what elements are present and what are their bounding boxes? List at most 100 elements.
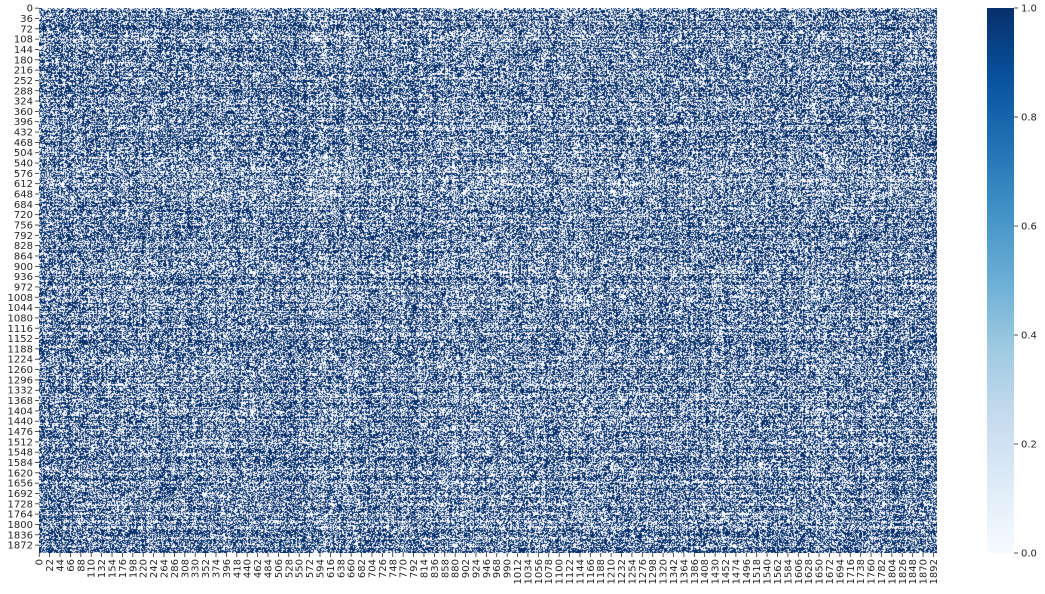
x-tick-label: 1694 <box>835 559 846 584</box>
x-tick-label: 352 <box>201 559 212 578</box>
y-tick-label: 1548 <box>8 448 33 459</box>
y-tick-label: 1044 <box>8 303 33 314</box>
x-tick-label: 154 <box>108 559 119 578</box>
x-tick-label: 1254 <box>627 559 638 584</box>
x-tick-label: 1672 <box>825 559 836 584</box>
x-tick-label: 814 <box>419 559 430 578</box>
x-tick-label: 44 <box>56 559 67 572</box>
y-tick-label: 1800 <box>8 520 33 531</box>
colorbar-tick-label: 0.2 <box>1021 440 1037 451</box>
y-tick-label: 1728 <box>8 499 33 510</box>
x-tick-label: 946 <box>482 559 493 578</box>
y-tick-label: 1512 <box>8 437 33 448</box>
heatmap-cells-image <box>39 8 937 553</box>
y-tick-label: 144 <box>14 45 33 56</box>
x-tick-label: 220 <box>139 559 150 578</box>
x-tick-label: 1452 <box>721 559 732 584</box>
x-tick-label: 858 <box>440 559 451 578</box>
x-tick-label: 660 <box>347 559 358 578</box>
x-tick-label: 1628 <box>804 559 815 584</box>
y-tick-label: 1764 <box>8 510 33 521</box>
x-tick-label: 462 <box>253 559 264 578</box>
y-tick-label: 1836 <box>8 530 33 541</box>
x-tick-label: 330 <box>191 559 202 578</box>
x-tick-label: 990 <box>503 559 514 578</box>
x-tick-label: 1870 <box>919 559 930 584</box>
x-tick-label: 1386 <box>690 559 701 584</box>
y-tick-label: 72 <box>20 24 33 35</box>
colorbar: 0.0 0.2 0.4 0.6 0.8 1.0 <box>987 4 1037 560</box>
x-tick-label: 1034 <box>523 559 534 584</box>
x-tick-label: 440 <box>243 559 254 578</box>
x-tick-label: 1078 <box>544 559 555 584</box>
x-tick-label: 1056 <box>534 559 545 584</box>
x-tick-label: 1584 <box>783 559 794 584</box>
y-tick-label: 720 <box>14 210 33 221</box>
x-tick-label: 1474 <box>731 559 742 584</box>
x-tick-label: 374 <box>212 559 223 578</box>
x-tick-label: 1738 <box>856 559 867 584</box>
y-tick-label: 648 <box>14 190 33 201</box>
y-tick-label: 1296 <box>8 375 33 386</box>
colorbar-tick-label: 0.8 <box>1021 113 1037 124</box>
x-tick-label: 132 <box>97 559 108 578</box>
x-tick-label: 1540 <box>763 559 774 584</box>
y-tick-label: 216 <box>14 66 33 77</box>
x-tick-label: 836 <box>430 559 441 578</box>
y-tick-label: 1116 <box>8 324 33 335</box>
x-tick-label: 1848 <box>908 559 919 584</box>
y-tick-label: 576 <box>14 169 33 180</box>
x-tick-label: 1804 <box>887 559 898 584</box>
y-tick-label: 1152 <box>8 334 33 345</box>
x-tick-label: 1650 <box>815 559 826 584</box>
y-tick-label: 504 <box>14 148 33 159</box>
y-tick-label: 540 <box>14 159 33 170</box>
colorbar-tick-label: 0.4 <box>1021 331 1037 342</box>
x-tick-label: 242 <box>149 559 160 578</box>
x-tick-label: 1188 <box>596 559 607 584</box>
y-tick-label: 1440 <box>8 417 33 428</box>
y-tick-label: 1656 <box>8 479 33 490</box>
y-tick-label: 36 <box>20 14 33 25</box>
y-tick-label: 1188 <box>8 344 33 355</box>
y-tick-label: 468 <box>14 138 33 149</box>
y-tick-label: 684 <box>14 200 33 211</box>
y-tick-label: 936 <box>14 272 33 283</box>
y-tick-label: 900 <box>14 262 33 273</box>
y-tick-label: 612 <box>14 179 33 190</box>
x-tick-label: 198 <box>128 559 139 578</box>
y-tick-label: 324 <box>14 97 33 108</box>
y-tick-label: 1872 <box>8 541 33 552</box>
y-tick-label: 1008 <box>8 293 33 304</box>
x-tick-label: 110 <box>87 559 98 578</box>
x-tick-label: 1826 <box>898 559 909 584</box>
x-tick-label: 726 <box>378 559 389 578</box>
x-tick-label: 1782 <box>877 559 888 584</box>
y-tick-label: 288 <box>14 86 33 97</box>
x-tick-label: 286 <box>170 559 181 578</box>
x-tick-label: 1760 <box>867 559 878 584</box>
x-tick-label: 1298 <box>648 559 659 584</box>
x-tick-label: 1408 <box>700 559 711 584</box>
y-tick-label: 432 <box>14 128 33 139</box>
colorbar-tick-label: 0.0 <box>1021 549 1037 560</box>
y-axis: 0367210814418021625228832436039643246850… <box>8 4 39 552</box>
x-tick-label: 528 <box>284 559 295 578</box>
x-tick-label: 1276 <box>638 559 649 584</box>
y-tick-label: 1368 <box>8 396 33 407</box>
y-tick-label: 756 <box>14 220 33 231</box>
x-tick-label: 66 <box>66 559 77 572</box>
y-tick-label: 1224 <box>8 355 33 366</box>
y-tick-label: 864 <box>14 251 33 262</box>
y-tick-label: 1584 <box>8 458 33 469</box>
x-tick-label: 1716 <box>846 559 857 584</box>
x-tick-label: 1232 <box>617 559 628 584</box>
y-tick-label: 972 <box>14 282 33 293</box>
y-tick-label: 360 <box>14 107 33 118</box>
x-tick-label: 748 <box>388 559 399 578</box>
x-tick-label: 418 <box>232 559 243 578</box>
x-axis: 0 22 44 66 88 110 132 154 176 198 220 242 264 286 308 3… <box>35 553 940 584</box>
y-tick-label: 1404 <box>8 406 33 417</box>
x-tick-label: 22 <box>45 559 56 572</box>
